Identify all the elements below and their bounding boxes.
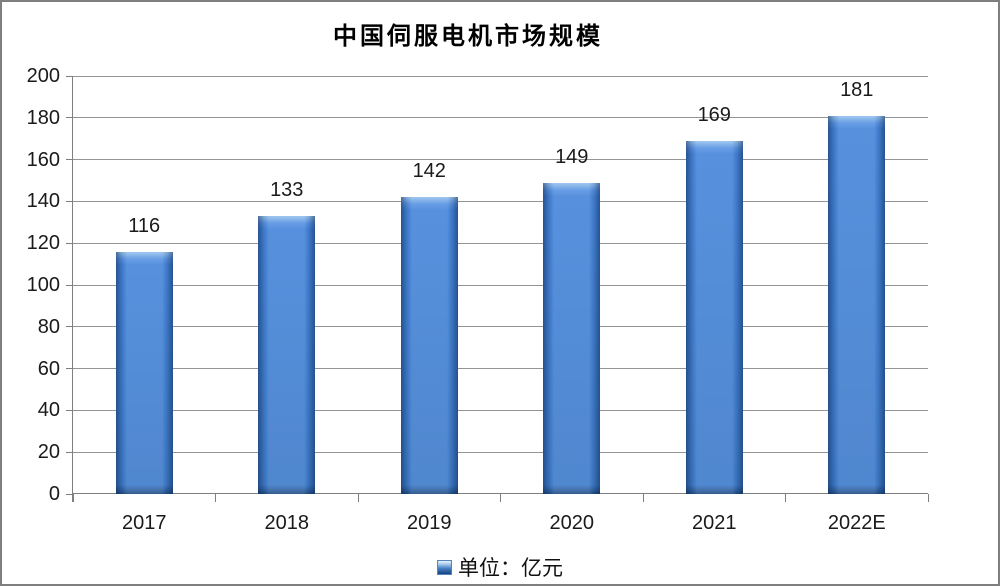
gridline: [73, 409, 928, 411]
x-tick: [500, 494, 501, 502]
x-axis-label: 2019: [407, 512, 452, 534]
data-label: 133: [270, 179, 304, 202]
gridline: [73, 451, 928, 453]
x-axis-label: 2018: [264, 512, 310, 534]
legend-marker-icon: [437, 559, 452, 575]
y-axis-label: 100: [26, 274, 60, 296]
bar-2019: [400, 197, 458, 494]
x-tick: [215, 494, 216, 502]
y-tick: [66, 368, 73, 370]
bar-2022E: [828, 115, 886, 494]
y-tick: [66, 200, 73, 202]
gridline: [73, 368, 928, 370]
x-axis-label: 2021: [692, 512, 737, 534]
y-axis-label: 140: [26, 190, 60, 213]
data-label: 142: [412, 160, 446, 183]
x-tick: [785, 494, 786, 502]
y-axis-line: [72, 76, 73, 502]
x-tick: [72, 494, 74, 502]
y-axis-label: 160: [26, 148, 60, 171]
bar-2018: [258, 216, 316, 494]
gridline: [73, 117, 928, 119]
y-tick: [66, 242, 73, 244]
chart-title: 中国伺服电机市场规模: [333, 24, 603, 50]
y-tick: [66, 451, 73, 453]
y-axis-label: 40: [37, 399, 60, 422]
x-tick: [927, 494, 929, 502]
legend-label: 单位：亿元: [458, 556, 563, 580]
gridline: [73, 159, 928, 161]
data-label: 181: [840, 78, 874, 101]
y-tick: [66, 75, 73, 77]
y-axis-label: 200: [26, 65, 60, 87]
y-axis-label: 60: [37, 357, 60, 380]
y-axis-label: 80: [37, 315, 60, 338]
y-axis-label: 180: [26, 106, 60, 129]
bar-2017: [115, 251, 173, 494]
bar-2020: [543, 182, 601, 494]
x-axis-label: 2017: [122, 512, 167, 534]
x-tick: [357, 494, 359, 502]
data-label: 116: [128, 214, 161, 237]
x-tick: [642, 494, 644, 502]
y-tick: [66, 409, 73, 411]
x-axis-label: 2020: [549, 512, 595, 534]
y-tick: [66, 117, 73, 119]
gridline: [73, 200, 928, 202]
x-axis-line: [73, 493, 928, 494]
gridline: [73, 284, 928, 286]
y-tick: [66, 326, 73, 328]
y-axis-label: 0: [48, 483, 60, 505]
y-axis-label: 20: [37, 441, 60, 464]
data-label: 149: [555, 145, 589, 168]
y-tick: [66, 159, 73, 161]
gridline: [73, 75, 928, 77]
x-axis-label: 2022E: [827, 512, 886, 534]
y-axis-label: 120: [26, 232, 60, 255]
y-tick: [66, 284, 73, 286]
gridline: [73, 326, 928, 328]
gridline: [73, 242, 928, 244]
y-tick: [66, 493, 73, 495]
legend: 单位：亿元: [2, 552, 998, 582]
data-label: 169: [697, 103, 731, 126]
bar-2021: [685, 140, 743, 494]
